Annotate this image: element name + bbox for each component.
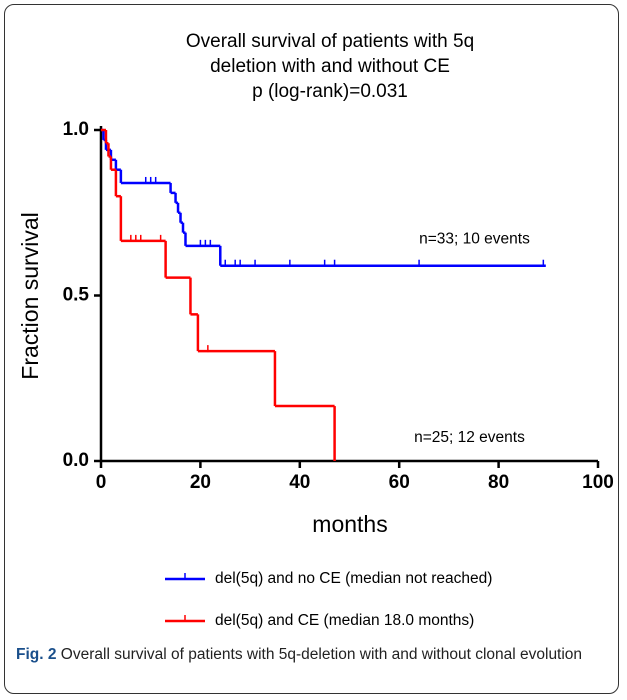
caption-label: Fig. 2 [16, 646, 57, 663]
y-axis-label: Fraction survival [17, 212, 43, 379]
x-tick-label: 80 [488, 472, 509, 493]
y-tick-label: 0.5 [63, 285, 90, 306]
chart-title: deletion with and without CE [210, 56, 450, 77]
legend-label: del(5q) and no CE (median not reached) [215, 570, 492, 587]
x-tick-label: 0 [96, 472, 107, 493]
y-tick-label: 1.0 [63, 119, 89, 140]
caption: Fig. 2 Overall survival of patients with… [16, 642, 616, 667]
x-axis-label: months [312, 511, 387, 537]
annotation: n=25; 12 events [414, 429, 525, 446]
x-tick-label: 20 [190, 472, 211, 493]
chart-title: Overall survival of patients with 5q [186, 31, 474, 52]
caption-text: Overall survival of patients with 5q-del… [60, 646, 583, 663]
x-tick-label: 60 [389, 472, 410, 493]
x-tick-label: 100 [582, 472, 614, 493]
y-tick-label: 0.0 [63, 450, 89, 471]
legend-label: del(5q) and CE (median 18.0 months) [215, 612, 474, 629]
chart-title: p (log-rank)=0.031 [252, 81, 408, 102]
figure-frame [4, 4, 619, 694]
annotation: n=33; 10 events [419, 230, 530, 247]
x-tick-label: 40 [289, 472, 310, 493]
